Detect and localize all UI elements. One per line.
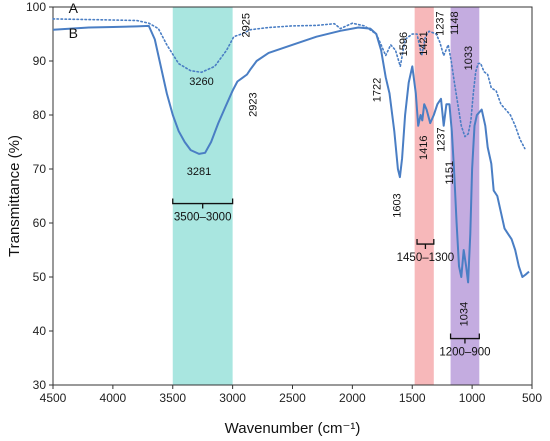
peak-label-13: 1033 xyxy=(463,46,475,70)
peak-label-0: 3260 xyxy=(189,76,213,88)
y-tick-label-0: 30 xyxy=(33,378,47,392)
x-tick-label-0: 4500 xyxy=(40,391,67,405)
x-tick-label-6: 1500 xyxy=(399,391,426,405)
y-tick-label-2: 50 xyxy=(33,270,47,284)
peak-label-7: 1421 xyxy=(418,31,430,55)
peak-label-1: 3281 xyxy=(187,166,211,178)
y-tick-label-7: 100 xyxy=(26,0,46,14)
x-tick-label-4: 2500 xyxy=(279,391,306,405)
range-bracket-0 xyxy=(172,198,234,209)
x-tick-label-3: 3000 xyxy=(219,391,246,405)
y-tick-label-4: 70 xyxy=(33,162,47,176)
y-tick-label-1: 40 xyxy=(33,324,47,338)
peak-label-9: 1237 xyxy=(435,11,447,35)
peak-label-12: 1151 xyxy=(444,161,456,185)
x-tick-label-8: 500 xyxy=(522,391,542,405)
x-tick-label-7: 1000 xyxy=(459,391,486,405)
x-tick-label-2: 3500 xyxy=(159,391,186,405)
range-label-0: 3500–3000 xyxy=(174,212,232,224)
peak-label-3: 2923 xyxy=(248,92,260,116)
peak-label-4: 1722 xyxy=(372,78,384,102)
highlight-bands xyxy=(172,7,480,385)
band-1 xyxy=(414,7,434,385)
peak-label-8: 1416 xyxy=(418,136,430,160)
series-B xyxy=(52,24,530,284)
series-label-A: A xyxy=(69,0,79,16)
y-tick-label-3: 60 xyxy=(33,216,47,230)
x-axis-title: Wavenumber (cm⁻¹) xyxy=(225,420,361,437)
peak-label-10: 1148 xyxy=(449,11,461,35)
peak-label-5: 1596 xyxy=(398,32,410,56)
axis-ticks: 4500 4000 3500 3000 2500 2000 1500 1000 500 30 40 5… xyxy=(26,0,542,405)
y-tick-label-5: 80 xyxy=(33,108,47,122)
peak-label-2: 2925 xyxy=(240,13,252,37)
range-label-2: 1200–900 xyxy=(439,347,490,359)
series-A xyxy=(52,18,526,150)
y-tick-label-6: 90 xyxy=(33,54,47,68)
peak-label-6: 1603 xyxy=(391,193,403,217)
peak-label-11: 1237 xyxy=(436,127,448,151)
series-label-B: B xyxy=(69,25,78,41)
x-tick-label-1: 4000 xyxy=(100,391,127,405)
band-0 xyxy=(172,7,233,385)
annotations: AB 3260 3281 2925 2923 1722 1596 1603 1421 1416 12… xyxy=(69,0,491,359)
peak-label-14: 1034 xyxy=(459,302,471,326)
range-bracket-1 xyxy=(416,239,435,250)
series-lines xyxy=(52,18,530,284)
range-label-1: 1450–1300 xyxy=(397,252,455,264)
x-tick-label-5: 2000 xyxy=(339,391,366,405)
y-axis-title: Transmittance (%) xyxy=(6,135,23,257)
range-bracket-2 xyxy=(449,333,480,344)
